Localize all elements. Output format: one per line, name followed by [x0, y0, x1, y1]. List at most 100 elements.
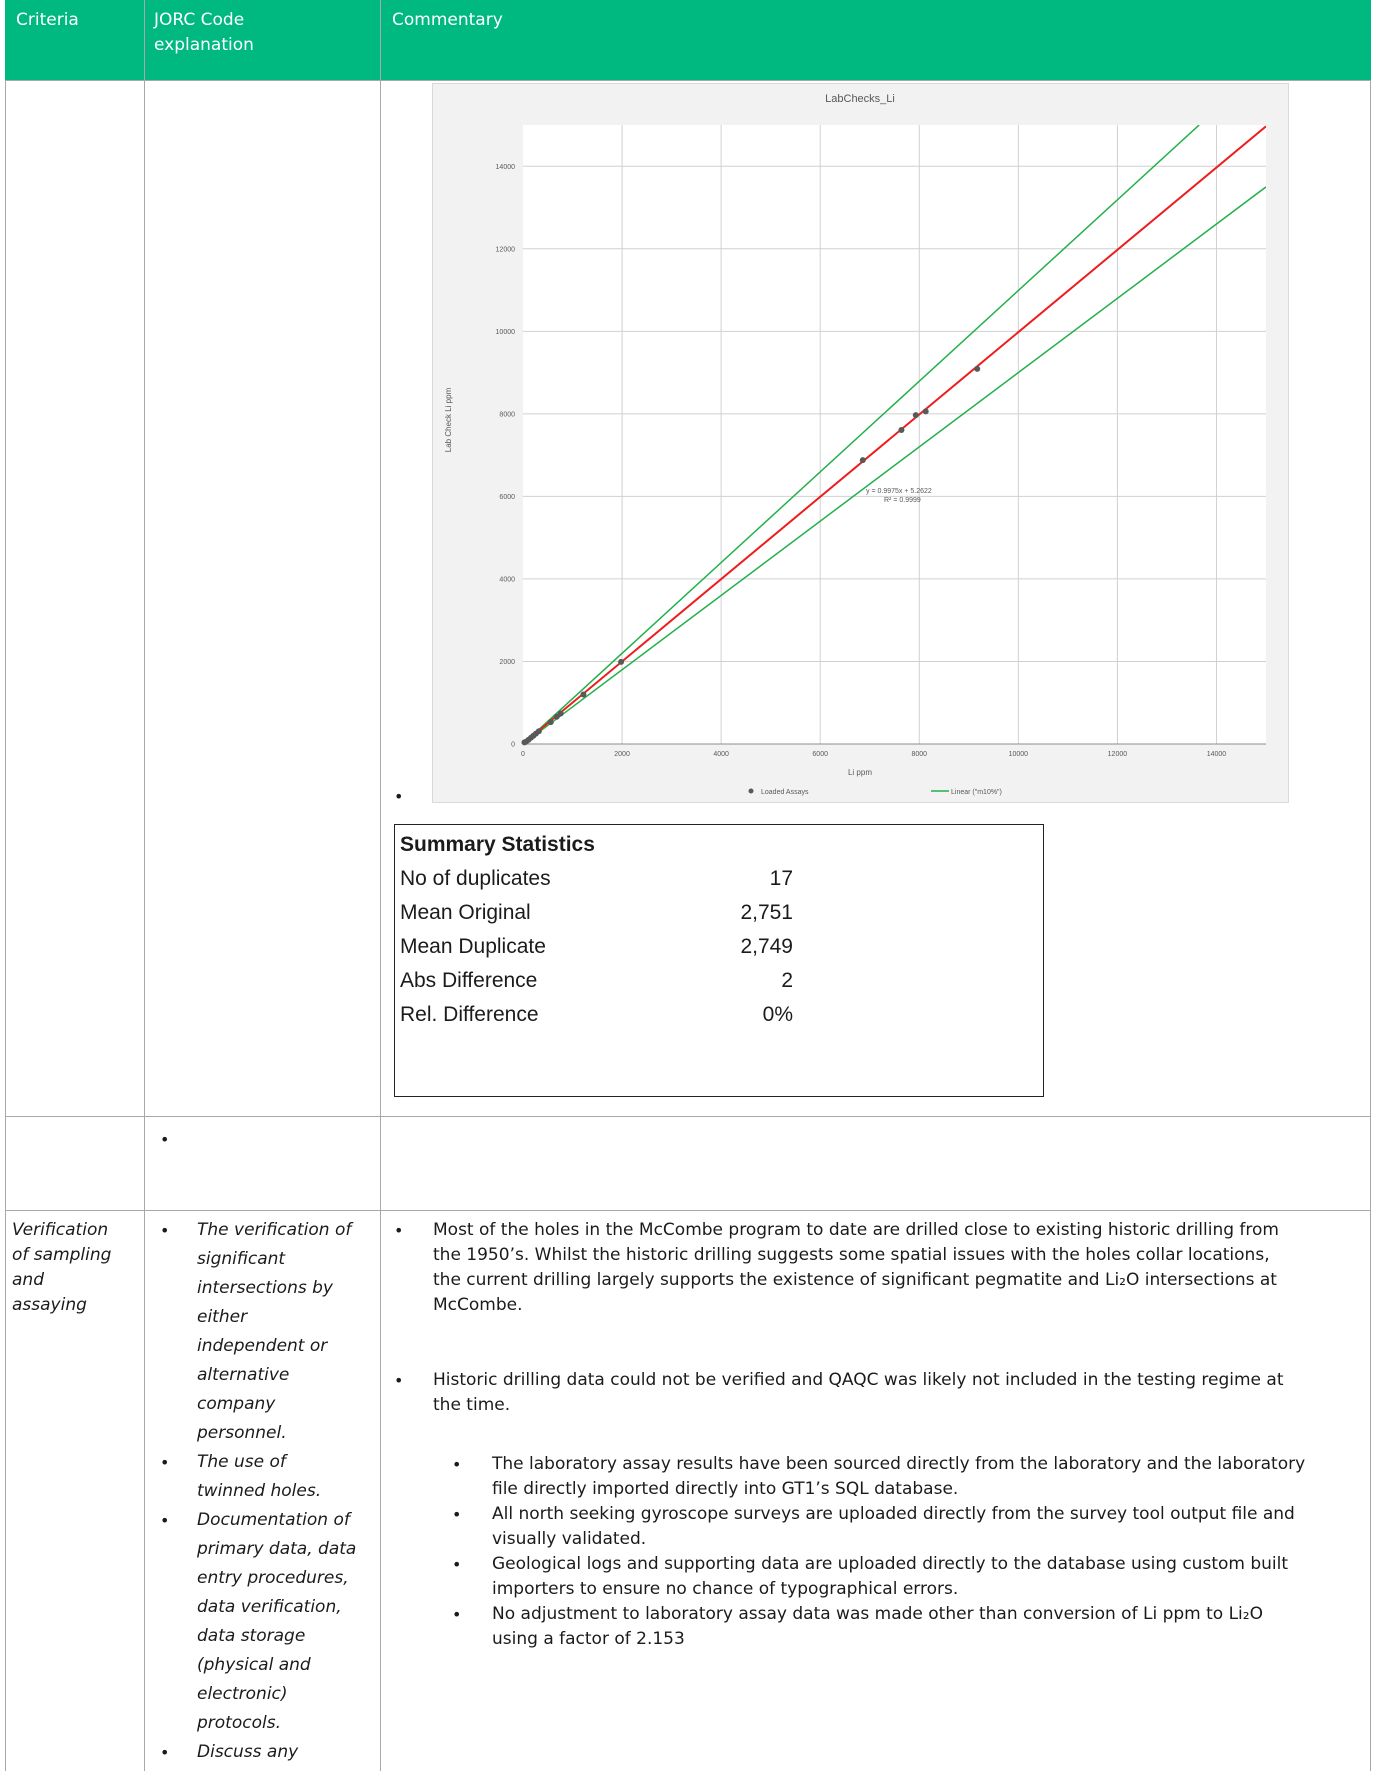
x-tick-label: 0 [521, 751, 525, 758]
bullet: • [394, 1371, 404, 1390]
tolerance-line [523, 125, 1200, 744]
stat-label: No of duplicates [400, 867, 551, 890]
jorc-line: The verification of [197, 1220, 352, 1240]
commentary-line: McCombe. [433, 1295, 523, 1315]
stat-value: 2,749 [740, 935, 793, 958]
data-point [898, 426, 905, 433]
bullet: • [160, 1453, 170, 1472]
column-divider-1 [144, 0, 145, 1771]
summary-statistics-box: Summary Statistics No of duplicates 17 M… [394, 824, 1044, 1097]
commentary-line: the time. [433, 1395, 511, 1415]
header-criteria: Criteria [16, 10, 79, 30]
stat-label: Abs Difference [400, 969, 538, 992]
y-tick-label: 0 [511, 742, 515, 749]
row-divider-header [5, 80, 1371, 81]
chart-ticks: 0 2000 4000 6000 8000 10000 12000 14000 0 2000 400… [496, 164, 1227, 758]
jorc-line: significant [197, 1249, 286, 1269]
column-divider-2 [380, 0, 381, 1771]
criteria-line: and [12, 1270, 44, 1290]
chart-points [521, 365, 981, 746]
commentary-sub-line: using a factor of 2.153 [492, 1629, 685, 1649]
jorc-line: electronic) [197, 1684, 288, 1704]
data-point [547, 719, 554, 726]
jorc-line: data storage [197, 1626, 306, 1646]
summary-statistics-title: Summary Statistics [400, 833, 595, 856]
data-point [535, 728, 542, 735]
stat-value: 2,751 [740, 901, 793, 924]
lab-checks-chart: 0 2000 4000 6000 8000 10000 12000 14000 0 2000 400… [432, 83, 1289, 803]
data-point [553, 713, 560, 720]
x-tick-label: 12000 [1108, 751, 1128, 758]
jorc-line: primary data, data [197, 1539, 357, 1559]
bullet: • [452, 1555, 462, 1574]
data-point [912, 412, 919, 419]
criteria-line: Verification [12, 1220, 109, 1240]
stat-value: 17 [769, 867, 793, 890]
x-tick-label: 14000 [1207, 751, 1227, 758]
jorc-line: intersections by [197, 1278, 333, 1298]
header-commentary: Commentary [392, 10, 503, 30]
y-tick-label: 6000 [499, 494, 515, 501]
chart-title: LabChecks_Li [825, 93, 895, 105]
header-jorc-explanation: JORC Code explanation [154, 10, 254, 55]
commentary-sub-line: file directly imported directly into GT1… [492, 1479, 959, 1499]
legend-linear-m10: Linear ("m10%") [951, 789, 1002, 796]
x-tick-label: 6000 [812, 751, 828, 758]
stat-value: 2 [781, 969, 793, 992]
jorc-line: company [197, 1394, 276, 1414]
y-tick-label: 14000 [496, 164, 516, 171]
jorc-line: Discuss any [197, 1742, 299, 1762]
jorc-line: The use of [197, 1452, 286, 1472]
data-point [557, 710, 564, 717]
x-tick-label: 10000 [1009, 751, 1029, 758]
bullet: • [452, 1505, 462, 1524]
y-tick-label: 8000 [499, 411, 515, 418]
x-tick-label: 4000 [713, 751, 729, 758]
jorc-line: alternative [197, 1365, 290, 1385]
jorc-line: data verification, [197, 1597, 342, 1617]
stat-label: Mean Original [400, 901, 531, 924]
x-tick-label: 8000 [911, 751, 927, 758]
commentary-sub-line: All north seeking gyroscope surveys are … [492, 1504, 1295, 1524]
jorc-line: either [197, 1307, 248, 1327]
criteria-line: assaying [12, 1295, 87, 1315]
y-tick-label: 4000 [499, 576, 515, 583]
data-point [618, 658, 625, 665]
legend-marker-loaded-assays [748, 788, 754, 794]
commentary-sub-line: importers to ensure no chance of typogra… [492, 1579, 959, 1599]
commentary-sub-line: Geological logs and supporting data are … [492, 1554, 1289, 1574]
commentary-sub-line: No adjustment to laboratory assay data w… [492, 1604, 1263, 1624]
chart-legend: Loaded Assays Linear ("m10%") [748, 788, 1002, 796]
y-axis-label: Lab Check Li ppm [444, 387, 453, 452]
bullet: • [452, 1455, 462, 1474]
bullet: • [452, 1605, 462, 1624]
x-tick-label: 2000 [614, 751, 630, 758]
stat-label: Mean Duplicate [400, 935, 546, 958]
row-divider-2 [5, 1210, 1371, 1211]
commentary-line: Most of the holes in the McCombe program… [433, 1220, 1279, 1240]
tolerance-line [523, 186, 1266, 744]
jorc-line: personnel. [197, 1423, 287, 1443]
jorc-line: entry procedures, [197, 1568, 349, 1588]
table-header [5, 0, 1371, 80]
criteria-line: of sampling [12, 1245, 112, 1265]
commentary-line: Historic drilling data could not be veri… [433, 1370, 1284, 1390]
jorc-line: protocols. [197, 1713, 281, 1733]
commentary-line: the 1950’s. Whilst the historic drilling… [433, 1245, 1270, 1265]
row-divider-1 [5, 1116, 1371, 1117]
trendline-r2: R² = 0.9999 [884, 497, 921, 504]
x-axis-label: Li ppm [848, 768, 872, 777]
bullet: • [160, 1743, 170, 1762]
data-point [580, 691, 587, 698]
chart-lines [523, 125, 1266, 744]
jorc-line: Documentation of [197, 1510, 350, 1530]
commentary-line: the current drilling largely supports th… [433, 1270, 1277, 1290]
y-tick-label: 10000 [496, 329, 516, 336]
bullet: • [160, 1130, 170, 1149]
table-border-right [1370, 80, 1371, 1771]
stat-value: 0% [762, 1003, 793, 1026]
bullet: • [394, 787, 404, 806]
data-point [974, 365, 981, 372]
scatter-chart: 0 2000 4000 6000 8000 10000 12000 14000 0 2000 400… [444, 93, 1266, 796]
commentary-sub-line: visually validated. [492, 1529, 647, 1549]
